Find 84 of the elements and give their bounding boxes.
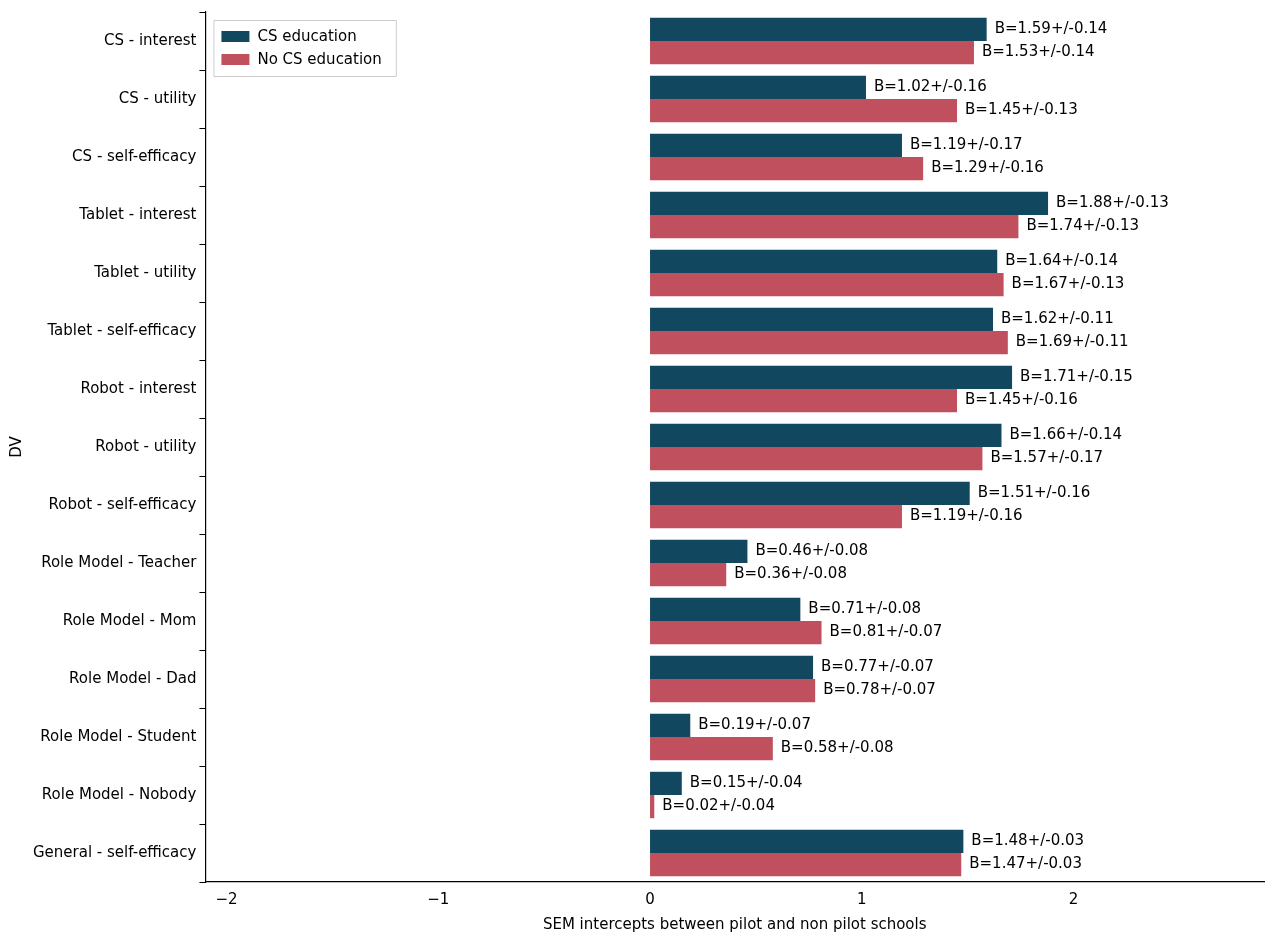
x-tick-label: 0	[645, 889, 655, 908]
y-tick-label: Robot - interest	[80, 378, 197, 397]
x-tick-label: 1	[856, 889, 867, 908]
bar	[650, 713, 691, 737]
y-tick-label: Role Model - Nobody	[41, 784, 197, 803]
bar	[650, 215, 1019, 239]
data-label: B=1.45+/-0.16	[965, 390, 1078, 409]
data-label: B=1.88+/-0.13	[1056, 193, 1169, 212]
bar	[650, 389, 958, 413]
bar	[650, 481, 970, 505]
bar	[650, 447, 983, 471]
bar	[650, 563, 727, 587]
data-label: B=1.69+/-0.11	[1015, 332, 1129, 351]
bar	[650, 621, 822, 645]
data-label: B=1.51+/-0.16	[977, 483, 1091, 502]
data-label: B=1.47+/-0.03	[969, 854, 1082, 873]
data-label: B=1.45+/-0.13	[965, 100, 1078, 119]
y-tick-label: Robot - self-efficacy	[48, 494, 197, 513]
data-label: B=1.59+/-0.14	[994, 19, 1108, 38]
bar	[650, 157, 924, 181]
bar	[650, 365, 1013, 389]
y-tick-label: Role Model - Teacher	[41, 552, 198, 571]
data-label: B=0.71+/-0.08	[808, 599, 922, 618]
bar	[650, 133, 902, 157]
data-label: B=1.64+/-0.14	[1005, 251, 1118, 270]
data-label: B=1.67+/-0.13	[1011, 274, 1125, 293]
bar	[650, 829, 964, 853]
bar	[650, 771, 682, 795]
y-tick-label: Robot - utility	[95, 436, 197, 455]
data-label: B=0.58+/-0.08	[780, 738, 894, 757]
bar	[650, 853, 962, 877]
bar	[650, 539, 748, 563]
bar	[650, 307, 994, 331]
y-tick-label: Role Model - Mom	[62, 610, 197, 629]
y-tick-label: Tablet - interest	[78, 204, 197, 223]
bar	[650, 655, 814, 679]
x-tick-label: −1	[427, 889, 450, 908]
y-tick-label: CS - interest	[103, 30, 197, 49]
x-tick-label: 2	[1068, 889, 1079, 908]
data-label: B=1.66+/-0.14	[1009, 425, 1123, 444]
data-label: B=1.29+/-0.16	[931, 158, 1044, 177]
bar	[650, 99, 958, 123]
data-label: B=0.46+/-0.08	[755, 541, 869, 560]
data-label: B=1.57+/-0.17	[990, 448, 1104, 467]
y-tick-label: Role Model - Dad	[69, 668, 197, 687]
data-label: B=1.74+/-0.13	[1026, 216, 1140, 235]
data-label: B=0.81+/-0.07	[829, 622, 943, 641]
data-label: B=0.15+/-0.04	[689, 773, 803, 792]
data-label: B=1.19+/-0.16	[909, 506, 1023, 525]
bar	[650, 273, 1004, 297]
data-label: B=1.19+/-0.17	[909, 135, 1023, 154]
y-tick-label: Tablet - utility	[93, 262, 197, 281]
bar	[650, 679, 816, 703]
data-label: B=1.53+/-0.14	[981, 42, 1095, 61]
y-tick-label: Tablet - self-efficacy	[46, 320, 197, 339]
data-label: B=0.77+/-0.07	[821, 657, 934, 676]
legend-label: No CS education	[257, 49, 382, 68]
bar	[650, 597, 801, 621]
bar	[650, 423, 1002, 447]
data-label: B=1.02+/-0.16	[873, 77, 987, 96]
y-tick-label: General - self-efficacy	[32, 842, 197, 861]
data-label: B=1.48+/-0.03	[971, 831, 1085, 850]
bar	[650, 17, 987, 41]
data-label: B=0.78+/-0.07	[823, 680, 936, 699]
bar	[650, 505, 902, 529]
bar	[650, 795, 655, 819]
y-tick-label: CS - utility	[118, 88, 197, 107]
bar	[650, 331, 1008, 355]
bar	[650, 191, 1049, 215]
data-label: B=1.62+/-0.11	[1001, 309, 1114, 328]
x-tick-label: −2	[215, 889, 238, 908]
y-axis-title: DV	[6, 435, 25, 458]
y-tick-label: CS - self-efficacy	[72, 146, 197, 165]
data-label: B=0.36+/-0.08	[734, 564, 847, 583]
y-tick-label: Role Model - Student	[40, 726, 197, 745]
bar	[650, 41, 974, 65]
bar	[650, 737, 773, 761]
legend-label: CS education	[257, 26, 357, 45]
data-label: B=1.71+/-0.15	[1020, 367, 1133, 386]
bar	[650, 75, 866, 99]
data-label: B=0.02+/-0.04	[662, 796, 775, 815]
data-label: B=0.19+/-0.07	[698, 715, 811, 734]
x-axis-title: SEM intercepts between pilot and non pilot schools	[542, 914, 927, 933]
bar	[650, 249, 998, 273]
